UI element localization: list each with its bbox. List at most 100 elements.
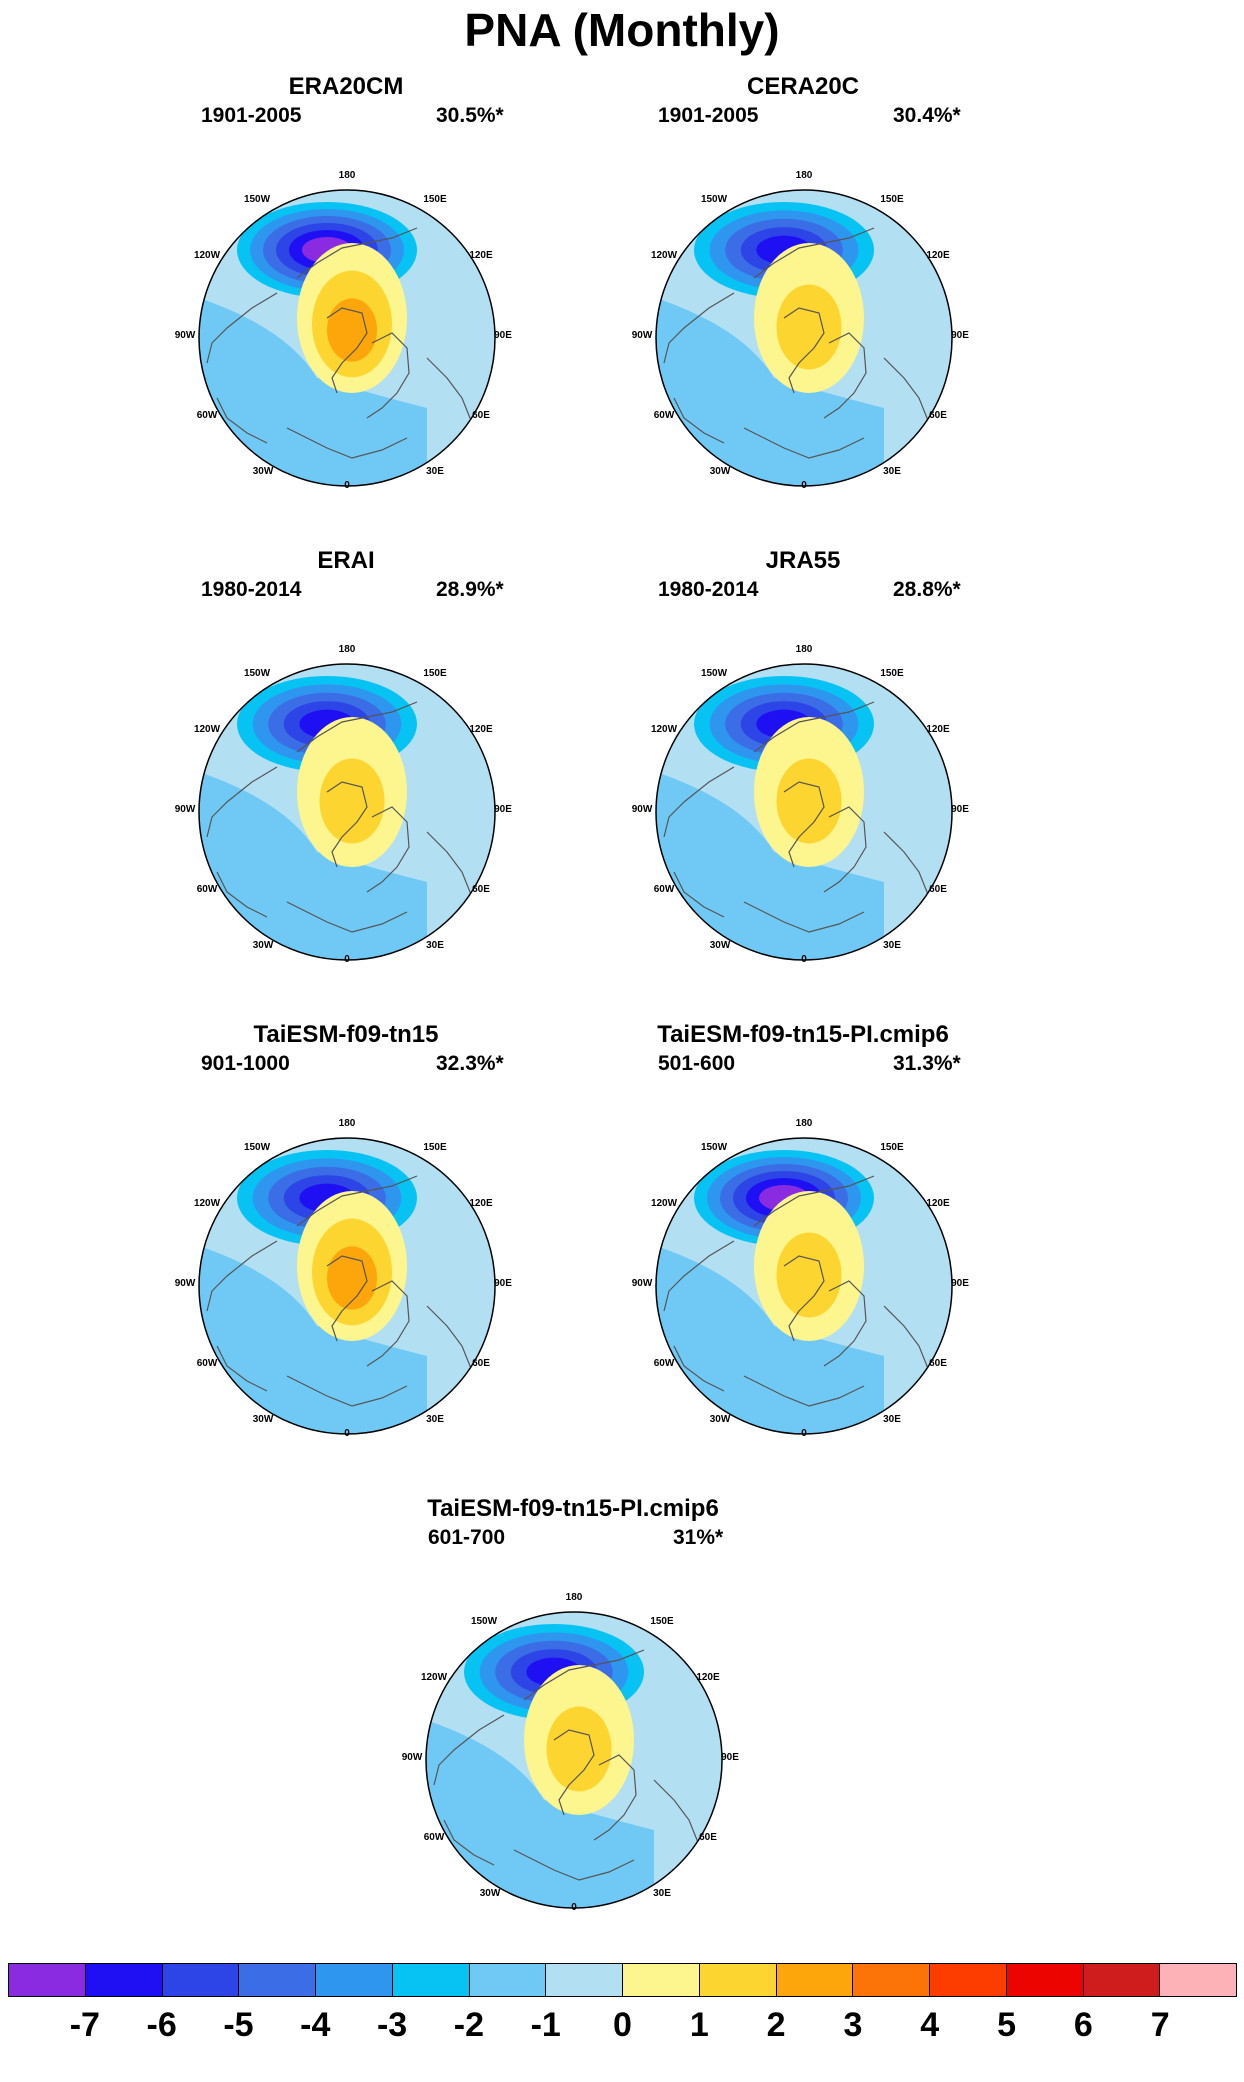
colorbar xyxy=(8,1963,1237,1997)
longitude-label: 90W xyxy=(175,1278,196,1289)
coastline xyxy=(286,1375,408,1407)
longitude-label: 60E xyxy=(929,884,947,895)
colorbar-box xyxy=(930,1964,1007,1996)
coastline xyxy=(663,292,735,364)
map-boundary xyxy=(655,189,953,487)
longitude-label: 60W xyxy=(654,1358,675,1369)
field-negative-region xyxy=(656,298,884,486)
longitude-label: 90E xyxy=(951,1278,969,1289)
map-boundary xyxy=(655,1137,953,1435)
colorbar-box xyxy=(316,1964,393,1996)
coastline xyxy=(286,901,408,933)
panel-period: 601-700 xyxy=(428,1526,506,1549)
longitude-label: 90W xyxy=(175,804,196,815)
longitude-label: 60E xyxy=(929,1358,947,1369)
longitude-label: 120W xyxy=(421,1672,448,1683)
longitude-label: 90W xyxy=(402,1752,423,1763)
longitude-label: 60W xyxy=(654,884,675,895)
coastline xyxy=(653,1779,700,1846)
colorbar-tick-label: -2 xyxy=(453,2006,484,2044)
panel-title: JRA55 xyxy=(765,547,841,574)
longitude-label: 60E xyxy=(472,410,490,421)
longitude-label: 150W xyxy=(471,1616,498,1627)
longitude-label: 120E xyxy=(926,1198,950,1209)
coastline xyxy=(883,1305,930,1372)
longitude-label: 150E xyxy=(423,1142,447,1153)
longitude-label: 0 xyxy=(344,1428,350,1439)
map-panel-taiesm-pi-601: TaiESM-f09-tn15-PI.cmip6 601-700 31%* 18… xyxy=(273,1494,873,1964)
coastline xyxy=(883,357,930,424)
panel-period: 901-1000 xyxy=(201,1052,290,1075)
america-high-contour xyxy=(319,758,385,844)
colorbar-tick-label: -3 xyxy=(376,2006,408,2044)
longitude-label: 90E xyxy=(721,1752,739,1763)
longitude-label: 0 xyxy=(801,480,807,491)
map-panel-taiesm: TaiESM-f09-tn15 901-1000 32.3%* 180 150E 1… xyxy=(46,1020,646,1490)
colorbar-box xyxy=(469,1964,547,1996)
figure-title: PNA (Monthly) xyxy=(464,4,780,56)
longitude-label: 60W xyxy=(424,1832,445,1843)
field-negative-region xyxy=(199,772,427,960)
coastline xyxy=(673,397,725,444)
longitude-label: 30W xyxy=(710,466,731,477)
longitude-label: 150W xyxy=(701,1142,728,1153)
colorbar-box xyxy=(162,1964,240,1996)
colorbar-box xyxy=(853,1964,930,1996)
longitude-label: 120W xyxy=(194,250,221,261)
coastline xyxy=(743,427,865,459)
coastline xyxy=(326,1255,368,1342)
colorbar-box xyxy=(85,1964,163,1996)
longitude-label: 0 xyxy=(344,480,350,491)
longitude-label: 30W xyxy=(710,940,731,951)
longitude-label: 150W xyxy=(244,1142,271,1153)
longitude-label: 0 xyxy=(571,1902,577,1913)
longitude-label: 60W xyxy=(197,410,218,421)
coastline xyxy=(366,332,410,419)
coastline xyxy=(426,831,473,898)
map-panel-erai: ERAI 1980-2014 28.9%* 180 150E 120E 90E 60E 3… xyxy=(46,546,646,1016)
field-negative-region xyxy=(199,298,427,486)
colorbar-tick-label: 7 xyxy=(1150,2006,1170,2044)
longitude-label: 180 xyxy=(796,644,813,655)
coastline xyxy=(553,1729,595,1816)
coastline xyxy=(366,1280,410,1367)
colorbar-box xyxy=(392,1964,470,1996)
coastline xyxy=(753,701,875,753)
map-boundary xyxy=(655,663,953,961)
longitude-label: 60W xyxy=(197,1358,218,1369)
longitude-label: 90E xyxy=(494,804,512,815)
longitude-label: 60E xyxy=(472,1358,490,1369)
colorbar-box xyxy=(776,1964,854,1996)
coastline xyxy=(823,332,867,419)
longitude-label: 150E xyxy=(880,194,904,205)
colorbar-tick-label: -1 xyxy=(530,2006,561,2044)
longitude-label: 150E xyxy=(423,194,447,205)
panel-title: CERA20C xyxy=(746,73,860,100)
longitude-label: 90E xyxy=(494,1278,512,1289)
longitude-label: 120W xyxy=(651,250,678,261)
longitude-label: 90E xyxy=(951,330,969,341)
longitude-label: 150E xyxy=(880,668,904,679)
panel-period: 501-600 xyxy=(658,1052,736,1075)
panel-period: 1901-2005 xyxy=(658,104,759,127)
longitude-label: 120W xyxy=(651,1198,678,1209)
longitude-label: 60E xyxy=(699,1832,717,1843)
map-boundary xyxy=(198,189,496,487)
panel-variance: 31%* xyxy=(673,1526,724,1549)
coastline xyxy=(783,1255,825,1342)
longitude-label: 30W xyxy=(253,466,274,477)
longitude-label: 30E xyxy=(883,940,901,951)
colorbar-tick-label: 5 xyxy=(997,2006,1017,2044)
longitude-label: 60W xyxy=(197,884,218,895)
coastline xyxy=(673,871,725,918)
longitude-label: 150W xyxy=(701,194,728,205)
colorbar-box xyxy=(1083,1964,1161,1996)
longitude-label: 90W xyxy=(175,330,196,341)
colorbar-box xyxy=(623,1964,700,1996)
coastline xyxy=(673,1345,725,1392)
field-negative-region xyxy=(656,772,884,960)
panel-title: TaiESM-f09-tn15 xyxy=(253,1021,439,1048)
panel-period: 1980-2014 xyxy=(201,578,302,601)
panel-period: 1901-2005 xyxy=(201,104,302,127)
map-boundary xyxy=(198,663,496,961)
